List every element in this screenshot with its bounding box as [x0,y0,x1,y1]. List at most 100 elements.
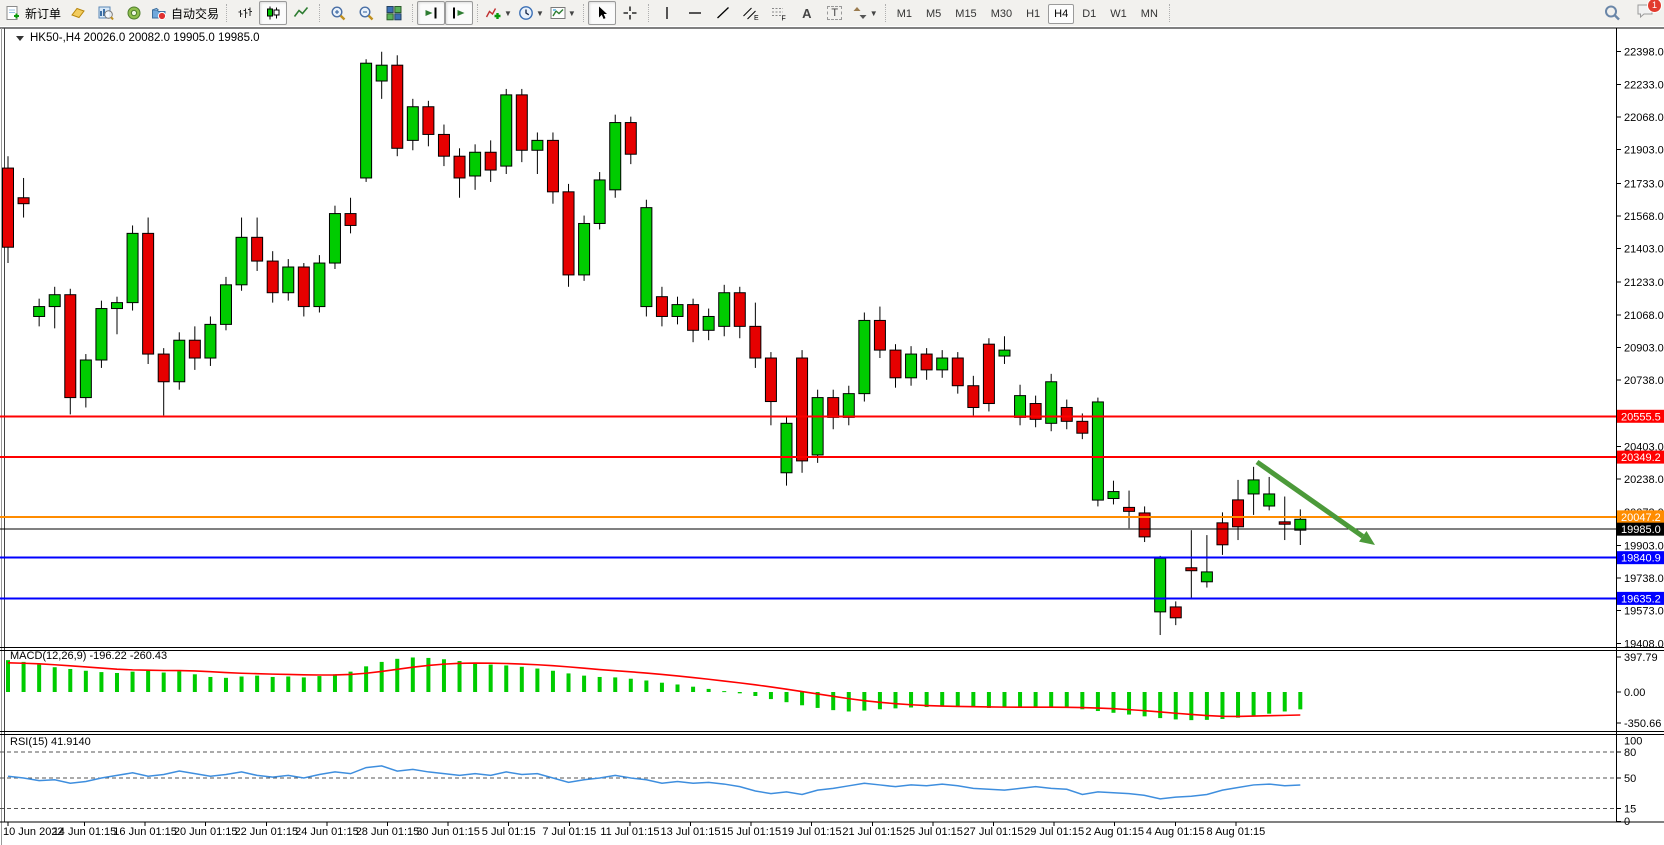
market-watch-button[interactable] [92,1,120,25]
periods-button[interactable]: ▼ [515,1,547,25]
candlestick-chart-button[interactable] [259,1,288,25]
tile-windows-button[interactable] [380,1,408,25]
candle [500,88,513,175]
time-tick-label: 15 Jul 01:15 [721,826,781,838]
tab-timeframe-M30[interactable]: M30 [990,8,1013,20]
line-chart-icon [293,6,309,17]
equidistant-channel-icon: E [743,7,759,21]
search-button[interactable] [1598,1,1626,25]
candle [1294,509,1307,545]
candles-layer [2,51,1307,636]
svg-text:F: F [782,16,786,22]
candle [1169,601,1182,626]
text-tool-button[interactable]: A [793,1,821,25]
candle [733,286,746,339]
candle [48,286,61,329]
price-badge: 20047.2 [1617,510,1664,524]
candle [391,55,404,157]
trend-arrow-object[interactable] [1255,459,1375,545]
tab-timeframe-D1[interactable]: D1 [1082,8,1097,20]
candle [702,308,715,341]
time-tick-label: 27 Jul 01:15 [964,826,1024,838]
line-chart-button[interactable] [287,1,315,25]
candle [1263,476,1276,511]
chart-shift-button[interactable] [445,1,474,25]
tab-timeframe-M15[interactable]: M15 [955,8,977,20]
tab-timeframe-H1[interactable]: H1 [1026,8,1041,20]
bar-chart-button[interactable] [231,1,259,25]
auto-scroll-icon [425,7,437,19]
candle [936,350,949,378]
toolbar-separator [319,4,321,22]
auto-scroll-button[interactable] [417,1,446,25]
sound-button[interactable] [120,1,148,25]
svg-text:20555.5: 20555.5 [1621,411,1661,423]
chart-search-icon [98,6,114,21]
chevron-down-icon[interactable]: ▼ [504,8,512,18]
price-axis: 22398.0 22233.0 22068.0 21903.0 21733.0 21568… [1616,47,1664,650]
candle [764,352,777,426]
search-icon [1605,5,1620,21]
cursor-tool-button[interactable] [587,1,616,25]
candle [1029,395,1042,428]
trendline-tool-button[interactable] [709,1,737,25]
candle [282,259,295,301]
candle [562,183,575,287]
candle [1216,512,1229,555]
chart-shift-icon [453,7,465,19]
candle [219,276,232,331]
price-tick-label: 19903.0 [1624,540,1664,552]
candle [188,326,201,370]
candle [1232,479,1245,541]
rsi-label: RSI(15) 41.9140 [10,736,91,748]
rsi-axis-label: 100 [1624,736,1642,748]
tab-timeframe-M5[interactable]: M5 [926,8,942,20]
candle [593,172,606,230]
template-button[interactable]: ▼ [547,1,579,25]
candle [858,312,871,402]
history-tool-button[interactable] [64,1,92,25]
zoom-in-button[interactable] [324,1,352,25]
tab-timeframe-W1[interactable]: W1 [1110,8,1127,20]
crosshair-tool-button[interactable] [616,1,644,25]
arrows-tool-button[interactable]: ▼ [849,1,881,25]
main-toolbar: 新订单 自动交易 [0,0,1664,26]
notifications-button[interactable]: 1 [1636,0,1662,25]
tab-timeframe-M1[interactable]: M1 [896,8,912,20]
candle [1107,480,1120,505]
chevron-down-icon[interactable]: ▼ [567,8,576,18]
svg-text:19635.2: 19635.2 [1621,593,1661,605]
price-tick-label: 21068.0 [1624,310,1664,322]
zoom-out-button[interactable] [352,1,380,25]
toolbar-separator [884,4,886,22]
time-tick-label: 11 Jul 01:15 [600,826,659,838]
candle [796,350,809,473]
toolbar-separator [582,4,584,22]
crosshair-icon [623,6,637,20]
tab-timeframe-MN[interactable]: MN [1140,8,1158,20]
auto-trading-label: 自动交易 [171,6,220,21]
chevron-down-icon[interactable]: ▼ [535,8,544,18]
time-tick-label: 7 Jul 01:15 [542,826,596,838]
time-tick-label: 4 Aug 01:15 [1146,826,1205,838]
auto-trading-button[interactable]: 自动交易 [148,1,222,25]
horizontal-line-tool-button[interactable] [681,1,709,25]
tab-timeframe-H4[interactable]: H4 [1048,4,1075,24]
chevron-down-icon[interactable]: ▼ [869,8,878,18]
vertical-line-tool-button[interactable] [653,1,681,25]
fibonacci-icon: F [772,8,786,22]
chart-canvas[interactable]: 22398.0 22233.0 22068.0 21903.0 21733.0 21568… [0,26,1664,845]
fibonacci-tool-button[interactable]: F [765,1,793,25]
candle [998,336,1011,364]
text-label-tool-button[interactable]: T [821,1,849,25]
text-label-icon: T [827,6,843,20]
macd-signal-line [7,661,1301,718]
new-order-button[interactable]: 新订单 [2,1,64,25]
channel-tool-button[interactable]: E [737,1,765,25]
candle [920,348,933,380]
new-order-label: 新订单 [25,6,62,21]
add-indicator-button[interactable]: ▼ [482,1,515,25]
time-tick-label: 29 Jul 01:15 [1024,826,1084,838]
